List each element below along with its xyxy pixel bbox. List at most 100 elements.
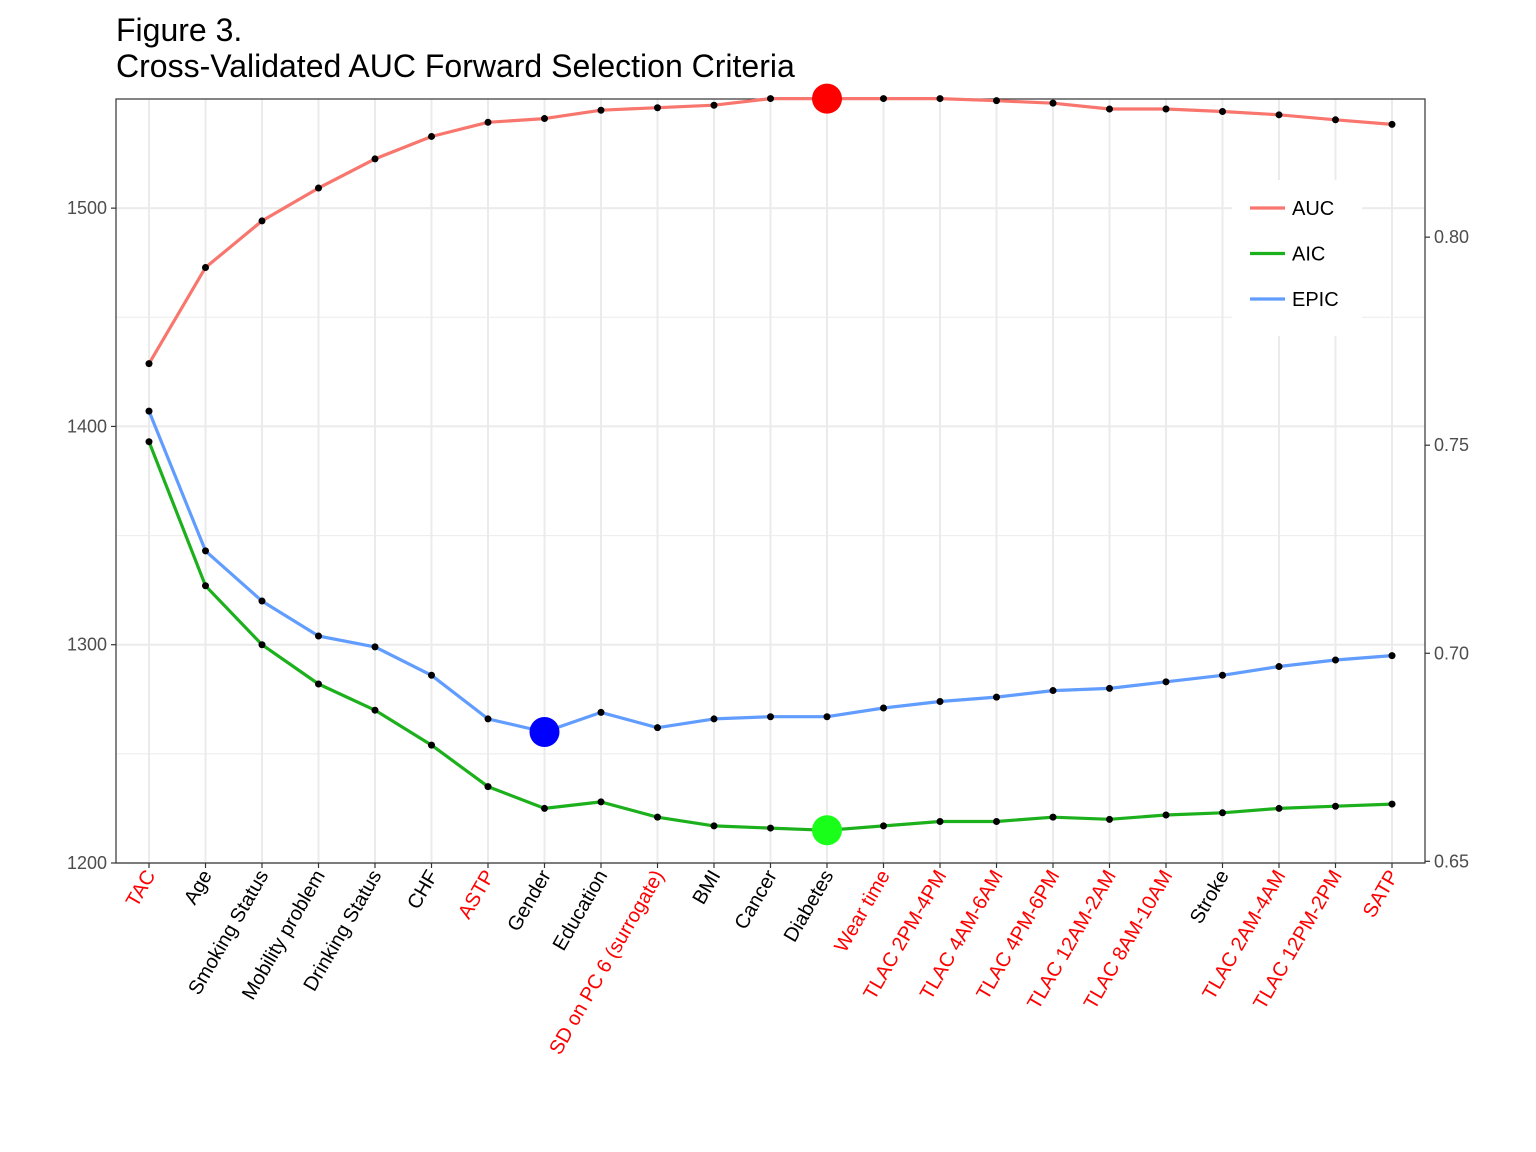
x-tick-label: Age bbox=[180, 867, 217, 909]
data-point bbox=[541, 115, 548, 123]
data-point bbox=[315, 632, 322, 640]
data-point bbox=[1106, 815, 1113, 823]
data-point bbox=[823, 713, 831, 721]
data-point bbox=[145, 360, 153, 368]
x-tick-label: ASTP bbox=[454, 867, 499, 923]
data-point bbox=[371, 706, 379, 714]
highlight-marker-epic bbox=[529, 717, 560, 748]
legend: AUC AIC EPIC bbox=[1232, 180, 1362, 336]
data-point bbox=[993, 693, 1000, 701]
data-point bbox=[936, 818, 944, 826]
data-point bbox=[936, 95, 944, 103]
data-point bbox=[202, 582, 209, 590]
data-point bbox=[1049, 687, 1057, 695]
data-point bbox=[315, 184, 322, 192]
data-point bbox=[1162, 105, 1170, 113]
figure-label: Figure 3. bbox=[116, 12, 243, 48]
x-tick-label: Gender bbox=[503, 866, 556, 935]
left-tick-label: 1500 bbox=[67, 198, 107, 218]
right-tick-label: 0.70 bbox=[1434, 643, 1469, 663]
data-point bbox=[1219, 671, 1226, 679]
data-point bbox=[1332, 656, 1339, 664]
data-point bbox=[428, 671, 435, 679]
left-y-axis: 1200 1300 1400 1500 bbox=[67, 198, 116, 873]
data-point bbox=[258, 217, 266, 225]
x-tick-label: Cancer bbox=[731, 866, 782, 933]
right-tick-label: 0.65 bbox=[1434, 851, 1469, 871]
right-tick-label: 0.80 bbox=[1434, 227, 1469, 247]
data-point bbox=[1219, 107, 1226, 115]
left-tick-label: 1400 bbox=[67, 416, 107, 436]
data-point bbox=[1275, 663, 1283, 671]
data-point bbox=[145, 438, 153, 446]
data-point bbox=[1388, 652, 1396, 660]
data-point bbox=[484, 783, 492, 791]
data-point bbox=[654, 813, 661, 821]
legend-box bbox=[1232, 180, 1362, 336]
right-tick-label: 0.75 bbox=[1434, 435, 1469, 455]
highlight-markers bbox=[529, 83, 842, 846]
highlight-marker-aic bbox=[812, 815, 842, 846]
data-point bbox=[1106, 105, 1113, 113]
data-point bbox=[1275, 804, 1283, 812]
data-point bbox=[1049, 813, 1057, 821]
x-tick-label: Stroke bbox=[1186, 867, 1234, 928]
data-point bbox=[1388, 120, 1396, 128]
data-point bbox=[315, 680, 322, 688]
data-point bbox=[428, 741, 435, 749]
left-tick-label: 1300 bbox=[67, 635, 107, 655]
grid-lines bbox=[116, 98, 1425, 864]
chart-title: Cross-Validated AUC Forward Selection Cr… bbox=[116, 48, 795, 84]
data-point bbox=[202, 547, 209, 555]
data-point bbox=[145, 407, 153, 415]
data-point bbox=[597, 106, 605, 114]
data-point bbox=[484, 118, 492, 126]
data-point bbox=[936, 697, 944, 705]
data-point bbox=[541, 804, 548, 812]
data-point bbox=[654, 724, 661, 732]
data-point bbox=[767, 95, 774, 103]
data-point bbox=[258, 641, 266, 649]
data-point bbox=[880, 704, 887, 712]
data-point bbox=[880, 822, 887, 830]
data-point bbox=[1049, 99, 1057, 107]
x-tick-label: Wear time bbox=[830, 867, 894, 957]
x-tick-label: Education bbox=[549, 867, 613, 955]
left-tick-label: 1200 bbox=[67, 853, 107, 873]
data-point bbox=[1332, 802, 1339, 810]
data-point bbox=[371, 155, 379, 163]
data-point bbox=[1388, 800, 1396, 808]
data-point bbox=[428, 132, 435, 140]
legend-label: AUC bbox=[1292, 198, 1334, 220]
data-point bbox=[767, 713, 774, 721]
data-point bbox=[371, 643, 379, 651]
x-tick-label: TAC bbox=[122, 867, 160, 911]
data-point bbox=[1332, 116, 1339, 124]
data-point bbox=[710, 101, 718, 109]
data-point bbox=[597, 708, 605, 716]
data-point bbox=[993, 97, 1000, 105]
x-tick-label: SD on PC 6 (surrogate) bbox=[545, 867, 669, 1059]
data-point bbox=[597, 798, 605, 806]
right-y-axis: 0.65 0.70 0.75 0.80 bbox=[1425, 227, 1469, 871]
data-point bbox=[1106, 684, 1113, 692]
data-point bbox=[654, 104, 661, 112]
data-point bbox=[710, 715, 718, 723]
data-point bbox=[993, 818, 1000, 826]
data-point bbox=[710, 822, 718, 830]
data-point bbox=[258, 597, 266, 605]
data-point bbox=[1219, 809, 1226, 817]
x-tick-label: Diabetes bbox=[780, 867, 839, 946]
data-point bbox=[202, 264, 209, 272]
x-tick-label: SATP bbox=[1359, 867, 1403, 922]
data-point bbox=[1162, 811, 1170, 819]
data-point bbox=[880, 95, 887, 103]
x-tick-label: CHF bbox=[403, 867, 443, 914]
x-tick-label: BMI bbox=[688, 867, 725, 909]
legend-label: AIC bbox=[1292, 244, 1325, 266]
data-point bbox=[1162, 678, 1170, 686]
data-point bbox=[767, 824, 774, 832]
series-layer bbox=[145, 83, 1396, 846]
